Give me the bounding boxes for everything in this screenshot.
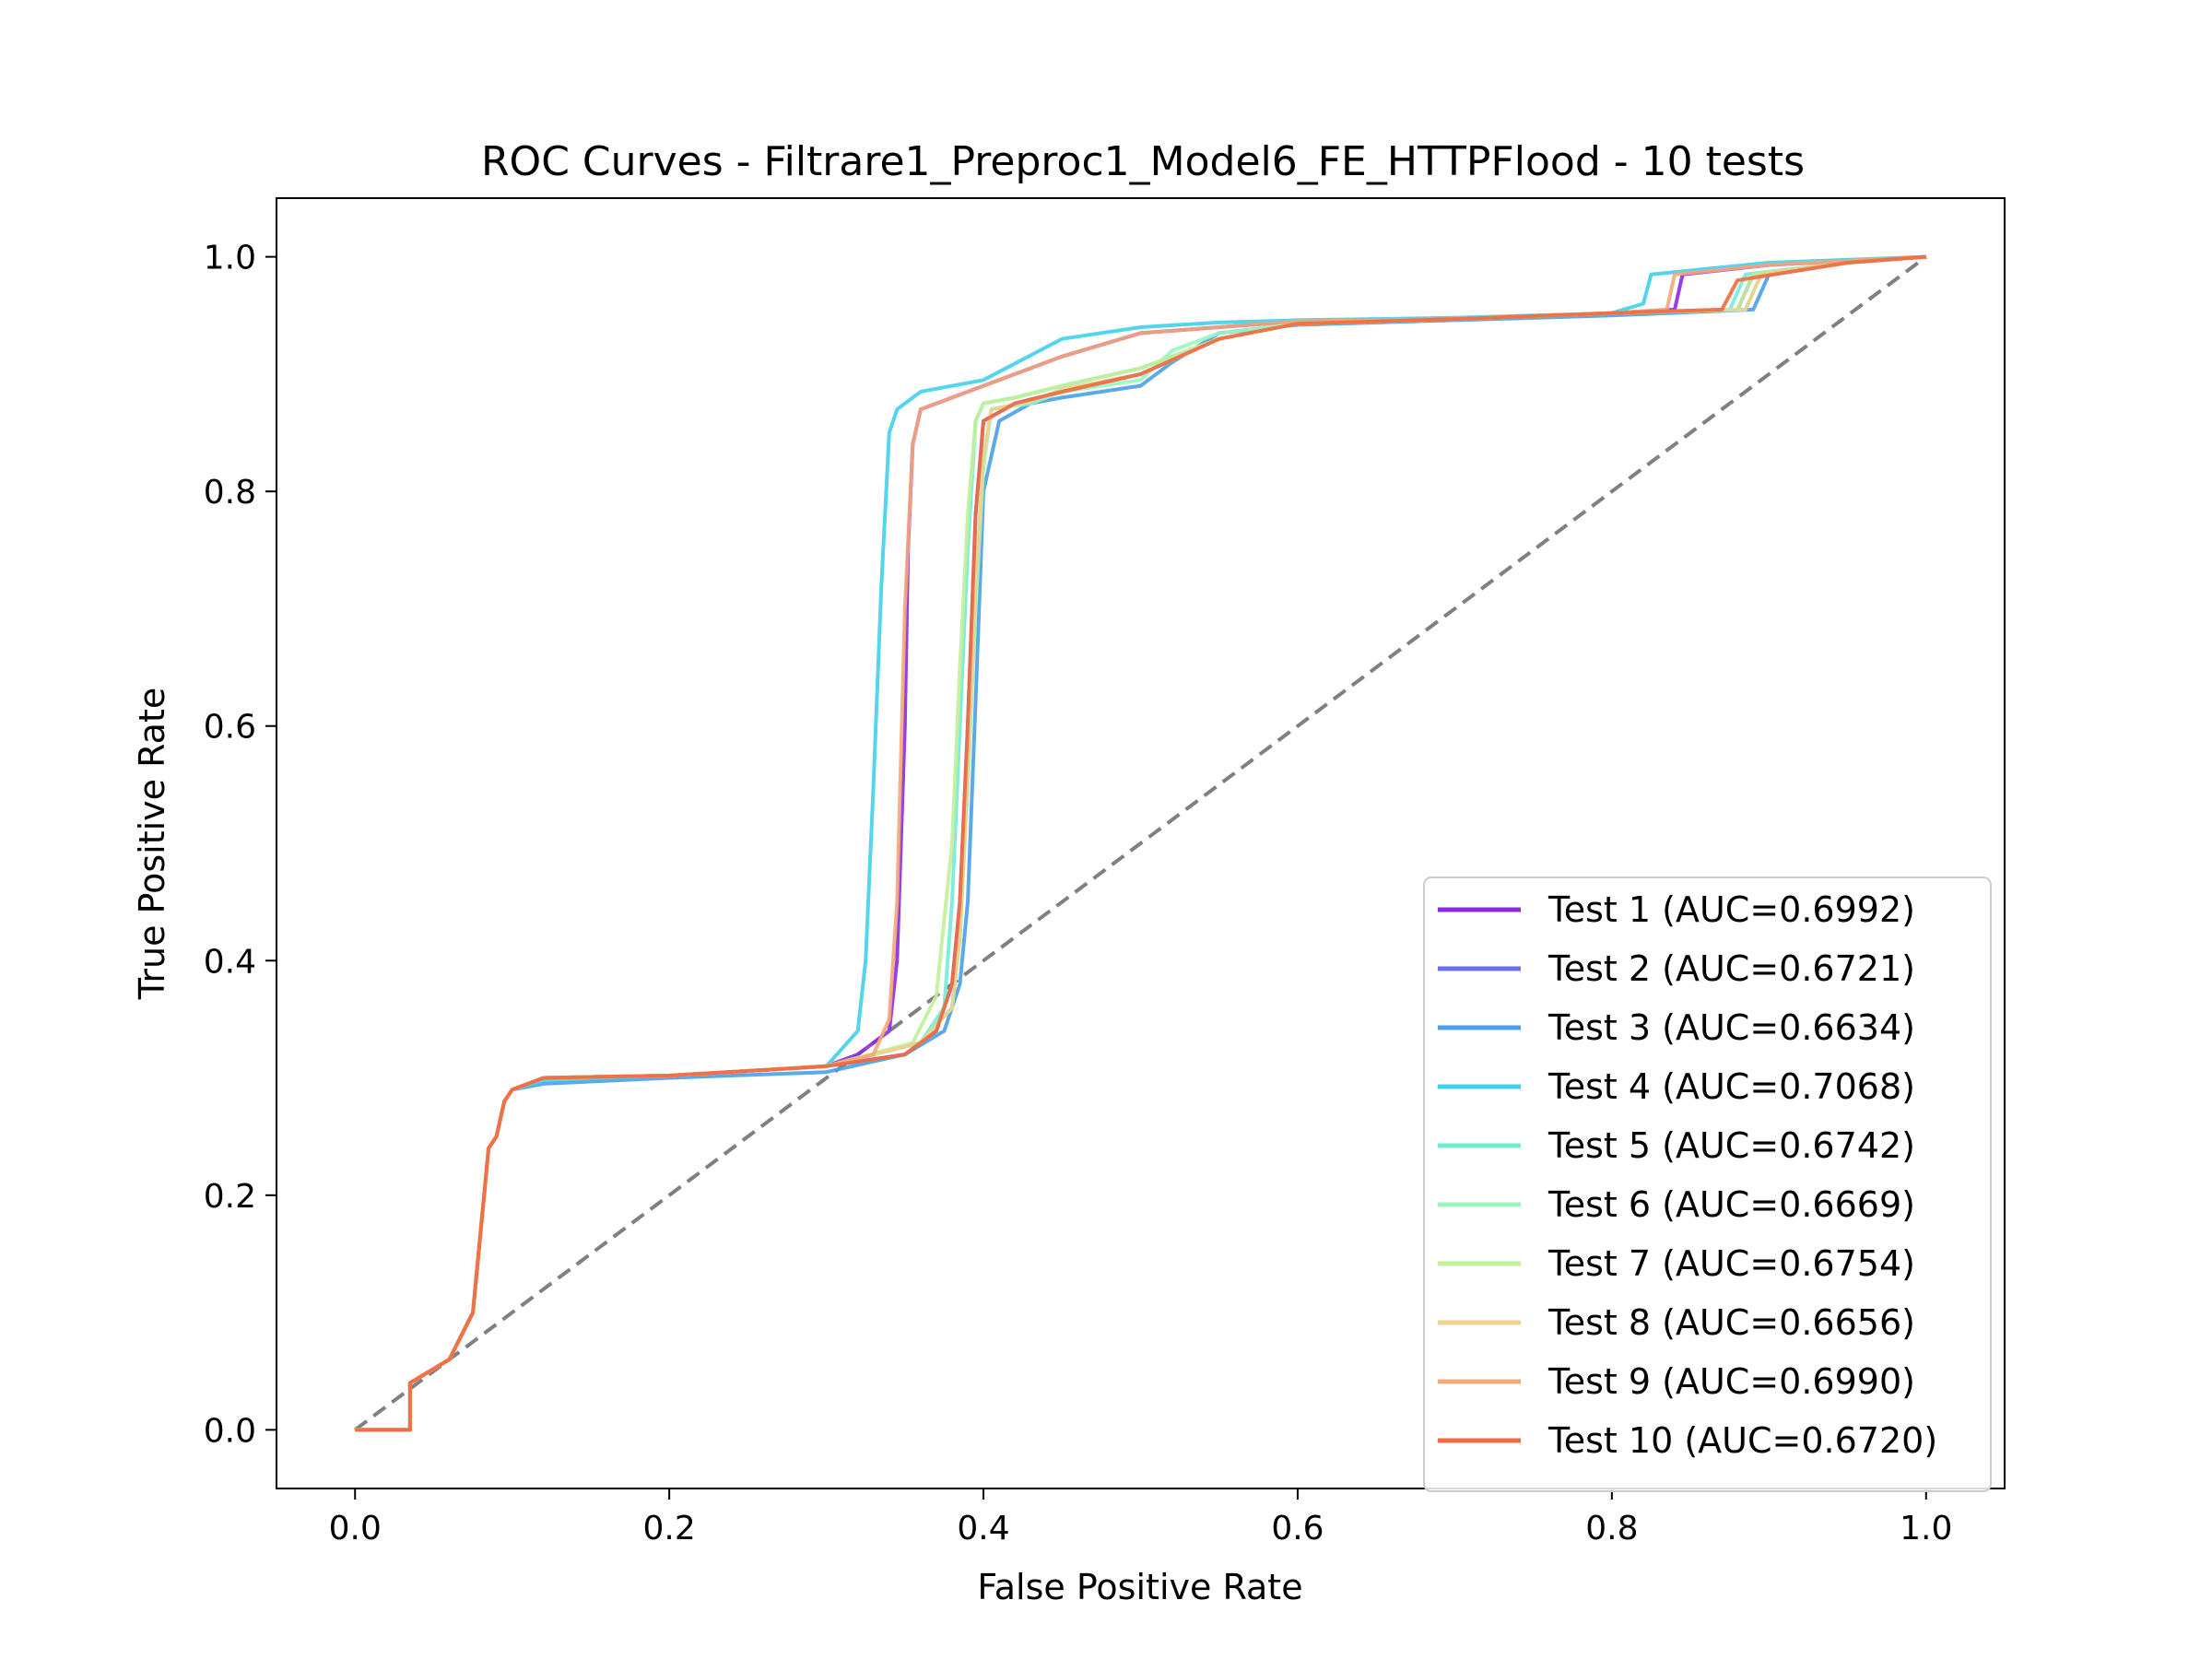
x-tick-label: 0.8 [1585, 1510, 1638, 1547]
legend-label-test-8: Test 8 (AUC=0.6656) [1547, 1302, 1915, 1343]
series-line-test-10 [355, 254, 1926, 1432]
x-tick-label: 0.2 [643, 1510, 696, 1547]
legend: Test 1 (AUC=0.6992) Test 2 (AUC=0.6721) Te… [1423, 877, 1992, 1492]
legend-label-test-7: Test 7 (AUC=0.6754) [1547, 1243, 1915, 1284]
y-tick-label: 1.0 [204, 240, 256, 277]
series-group [355, 254, 1926, 1432]
y-tick-label: 0.8 [204, 474, 256, 512]
reference-diagonal-line [354, 255, 1927, 1431]
legend-label-test-5: Test 5 (AUC=0.6742) [1547, 1125, 1915, 1166]
x-axis-label: False Positive Rate [977, 1567, 1302, 1607]
chart-title: ROC Curves - Filtrare1_Preproc1_Model6_F… [481, 138, 1805, 185]
legend-box [1423, 877, 1992, 1492]
y-tick-label: 0.6 [204, 709, 256, 747]
x-tick-label: 0.6 [1271, 1510, 1324, 1547]
y-axis-label: True Positive Rate [132, 688, 172, 1001]
y-tick-label: 0.4 [204, 943, 256, 981]
y-axis-ticks: 0.0 0.2 0.4 0.6 0.8 1.0 [204, 240, 276, 1450]
x-axis-ticks: 0.0 0.2 0.4 0.6 0.8 1.0 [329, 1488, 1952, 1547]
legend-label-test-1: Test 1 (AUC=0.6992) [1547, 889, 1915, 930]
legend-label-test-10: Test 10 (AUC=0.6720) [1547, 1420, 1937, 1461]
y-tick-label: 0.0 [204, 1412, 256, 1450]
reference-line-group [354, 255, 1927, 1431]
axes-frame [276, 197, 2006, 1489]
x-tick-label: 1.0 [1900, 1510, 1952, 1547]
legend-label-test-3: Test 3 (AUC=0.6634) [1547, 1007, 1915, 1048]
legend-label-test-9: Test 9 (AUC=0.6990) [1547, 1361, 1915, 1402]
legend-label-test-4: Test 4 (AUC=0.7068) [1547, 1066, 1915, 1107]
legend-label-test-6: Test 6 (AUC=0.6669) [1547, 1184, 1915, 1225]
y-tick-label: 0.2 [204, 1178, 256, 1216]
x-tick-label: 0.4 [957, 1510, 1009, 1547]
legend-label-test-2: Test 2 (AUC=0.6721) [1547, 948, 1915, 989]
x-tick-label: 0.0 [329, 1510, 382, 1547]
